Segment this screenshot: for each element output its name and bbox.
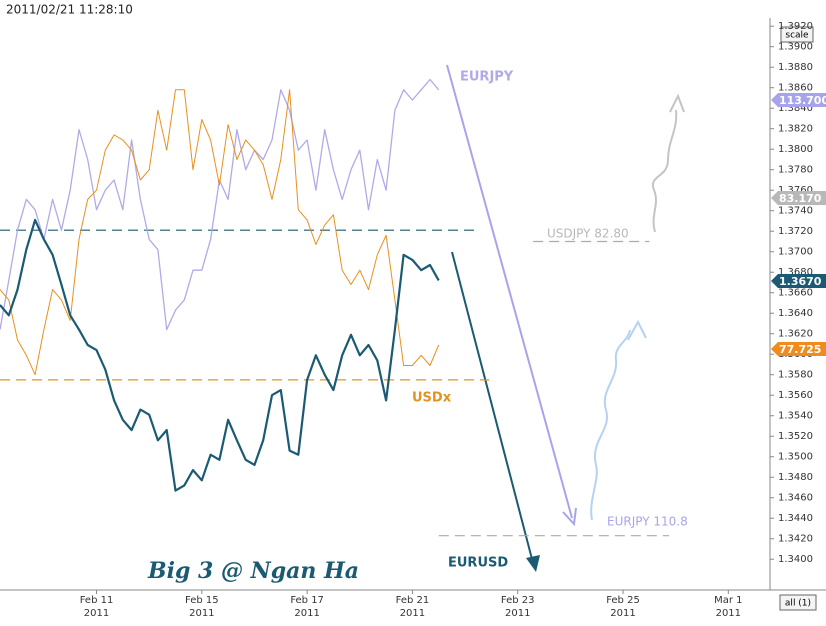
- scale-button[interactable]: [780, 26, 814, 43]
- y-tick-label: 1.3580: [778, 370, 813, 381]
- x-tick-label: 2011: [294, 608, 319, 619]
- arrows: [446, 64, 685, 572]
- arrow: [651, 109, 678, 233]
- x-tick-label: Feb 21: [396, 595, 430, 606]
- price-badge: [771, 93, 826, 107]
- y-tick-label: 1.3800: [778, 144, 813, 155]
- y-tick-label: 1.3560: [778, 390, 813, 401]
- price-badge-label: 77.725: [779, 343, 821, 356]
- y-tick-label: 1.3760: [778, 185, 813, 196]
- y-tick-label: 1.3620: [778, 329, 813, 340]
- arrow-head: [526, 555, 540, 572]
- series-label: EURUSD: [448, 556, 508, 571]
- range-button-label[interactable]: all (1): [785, 599, 811, 609]
- y-tick-label: 1.3640: [778, 308, 813, 319]
- arrow: [590, 329, 631, 521]
- arrow: [451, 251, 534, 564]
- series-line: [0, 78, 440, 331]
- price-badge: [771, 274, 826, 288]
- series-label: EURJPY: [460, 70, 514, 85]
- y-tick-label: 1.3400: [778, 554, 813, 565]
- y-tick-label: 1.3480: [778, 472, 813, 483]
- y-tick-label: 1.3840: [778, 103, 813, 114]
- y-tick-label: 1.3700: [778, 247, 813, 258]
- series-label: USDx: [412, 391, 452, 406]
- y-tick-label: 1.3740: [778, 206, 813, 217]
- x-tick-label: Feb 11: [80, 595, 114, 606]
- x-tick-label: 2011: [716, 608, 741, 619]
- x-tick-label: 2011: [505, 608, 530, 619]
- x-tick-label: 2011: [610, 608, 635, 619]
- x-tick-label: 2011: [189, 608, 214, 619]
- price-badge-label: 83.170: [779, 192, 822, 205]
- y-tick-label: 1.3660: [778, 288, 813, 299]
- scale-button-label[interactable]: scale: [785, 31, 809, 41]
- x-tick-label: Mar 1: [714, 595, 742, 606]
- x-tick-label: 2011: [400, 608, 425, 619]
- price-badge-label: 113.700: [779, 94, 826, 107]
- price-badge: [771, 191, 826, 205]
- y-tick-label: 1.3920: [778, 21, 813, 32]
- x-tick-label: Feb 25: [606, 595, 640, 606]
- annotation: USDJPY 82.80: [547, 227, 629, 241]
- y-tick-label: 1.3500: [778, 452, 813, 463]
- y-tick-label: 1.3860: [778, 83, 813, 94]
- arrow-head: [627, 319, 647, 341]
- y-tick-label: 1.3820: [778, 124, 813, 135]
- y-tick-label: 1.3680: [778, 267, 813, 278]
- y-tick-label: 1.3720: [778, 226, 813, 237]
- x-tick-label: Feb 17: [290, 595, 324, 606]
- series-line: [0, 218, 440, 492]
- x-tick-label: Feb 23: [501, 595, 535, 606]
- y-tick-label: 1.3420: [778, 534, 813, 545]
- y-tick-label: 1.3880: [778, 62, 813, 73]
- y-tick-label: 1.3520: [778, 431, 813, 442]
- x-tick-label: Feb 15: [185, 595, 219, 606]
- arrow-head: [669, 93, 685, 113]
- price-badge-label: 1.3670: [779, 275, 822, 288]
- price-badge: [771, 342, 826, 356]
- series-line: [0, 89, 440, 376]
- x-tick-label: 2011: [84, 608, 109, 619]
- arrow: [446, 64, 573, 519]
- timestamp: 2011/02/21 11:28:10: [6, 3, 133, 17]
- y-tick-label: 1.3460: [778, 493, 813, 504]
- range-button[interactable]: [779, 594, 817, 611]
- y-tick-label: 1.3540: [778, 411, 813, 422]
- annotation: EURJPY 110.8: [607, 515, 688, 529]
- y-tick-label: 1.3780: [778, 165, 813, 176]
- arrow-head: [562, 507, 577, 527]
- y-tick-label: 1.3440: [778, 513, 813, 524]
- y-tick-label: 1.3900: [778, 42, 813, 53]
- annotation: Big 3 @ Ngan Ha: [147, 558, 359, 584]
